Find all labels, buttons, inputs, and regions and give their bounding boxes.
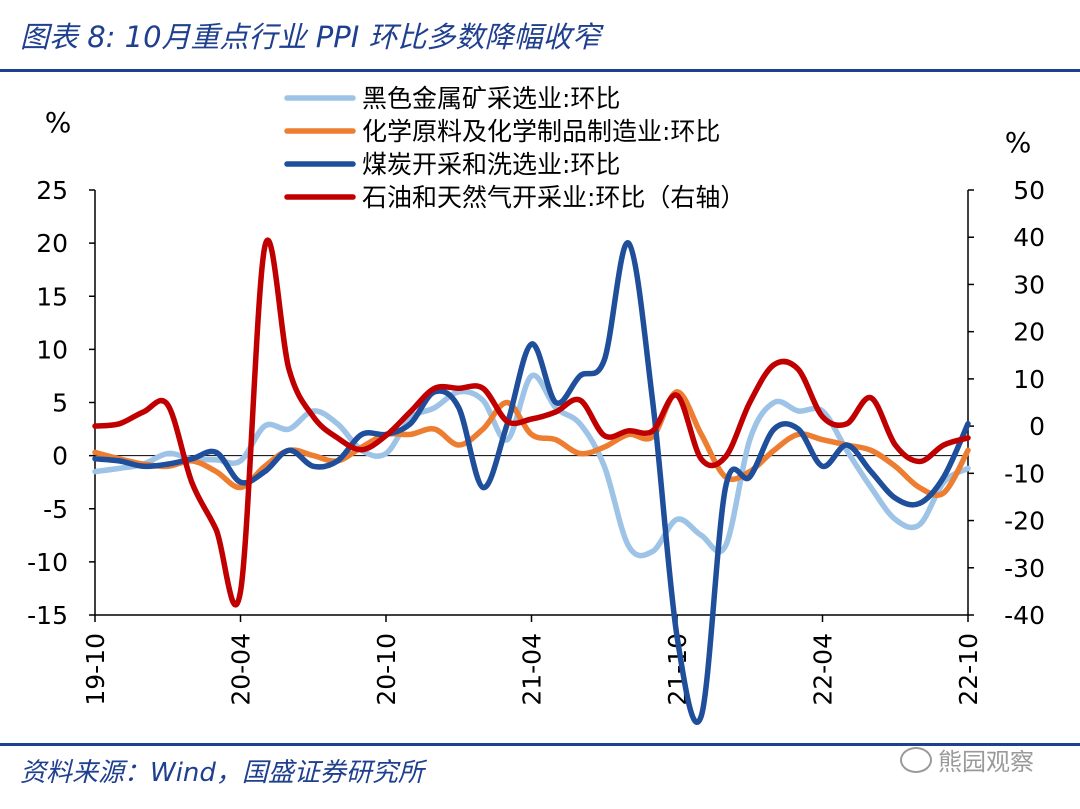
y-right-tick-label: 40 (1013, 223, 1045, 252)
y-right-tick-label: 10 (1013, 365, 1045, 394)
series-line-coal (92, 240, 971, 725)
y-left-tick-label: 5 (52, 389, 68, 418)
legend-item-oil-gas: 石油和天然气开采业:环比（右轴） (284, 183, 745, 212)
legend-label: 化学原料及化学制品制造业:环比 (362, 117, 720, 146)
x-tick-label: 22-04 (809, 633, 838, 706)
legend-label: 石油和天然气开采业:环比（右轴） (362, 183, 745, 212)
y-left-tick-label: -5 (43, 495, 68, 524)
y-right-unit: % (1005, 126, 1032, 159)
chart-title: 图表 8: 10月重点行业 PPI 环比多数降幅收窄 (20, 20, 601, 54)
x-tick-label: 21-04 (518, 633, 547, 706)
x-tick-label: 19-10 (81, 633, 110, 706)
y-left-tick-label: 10 (36, 335, 68, 364)
y-right-tick-label: -10 (1004, 459, 1045, 488)
legend-item-chemical: 化学原料及化学制品制造业:环比 (284, 117, 720, 146)
y-right-tick-label: -40 (1004, 601, 1045, 630)
y-right-tick-label: 0 (1029, 412, 1045, 441)
x-tick-label: 22-10 (954, 633, 983, 706)
y-left-tick-label: 25 (36, 176, 68, 205)
y-right-tick-label: 30 (1013, 270, 1045, 299)
y-left-tick-label: -15 (27, 601, 68, 630)
y-right-tick-label: -20 (1004, 507, 1045, 536)
y-right-tick-label: -30 (1004, 554, 1045, 583)
x-tick-label: 20-10 (372, 633, 401, 706)
legend-item-coal: 煤炭开采和洗选业:环比 (284, 150, 620, 179)
series-line-iron-ore (92, 372, 971, 559)
y-left-tick-label: 0 (52, 442, 68, 471)
y-right-tick-label: 50 (1013, 176, 1045, 205)
y-right-tick-label: 20 (1013, 318, 1045, 347)
legend: 黑色金属矿采选业:环比化学原料及化学制品制造业:环比煤炭开采和洗选业:环比石油和… (284, 84, 745, 212)
x-tick-label: 20-04 (227, 633, 256, 706)
y-left-tick-label: -10 (27, 548, 68, 577)
axes-layer: %% -15 -10 -5 0 5 10 15 20 25 -40 -30 -20 -10 0 10 20 30 4… (27, 106, 1045, 706)
legend-label: 黑色金属矿采选业:环比 (362, 84, 620, 113)
series-line-oil-gas (92, 237, 971, 608)
series-line-chemical (92, 389, 971, 498)
y-left-unit: % (45, 106, 72, 139)
title-divider (0, 69, 1080, 72)
y-left-tick-label: 15 (36, 282, 68, 311)
source-note: 资料来源：Wind，国盛证券研究所 (20, 758, 424, 788)
wechat-icon (900, 746, 932, 773)
watermark: 熊园观察 (900, 742, 1034, 777)
series-layer (92, 237, 971, 725)
watermark-text: 熊园观察 (938, 748, 1034, 776)
legend-item-iron-ore: 黑色金属矿采选业:环比 (284, 84, 620, 113)
footer-divider (0, 743, 1080, 746)
line-chart: %% -15 -10 -5 0 5 10 15 20 25 -40 -30 -20 -10 0 10 20 30 4… (27, 84, 1045, 725)
y-left-tick-label: 20 (36, 229, 68, 258)
legend-label: 煤炭开采和洗选业:环比 (362, 150, 620, 179)
